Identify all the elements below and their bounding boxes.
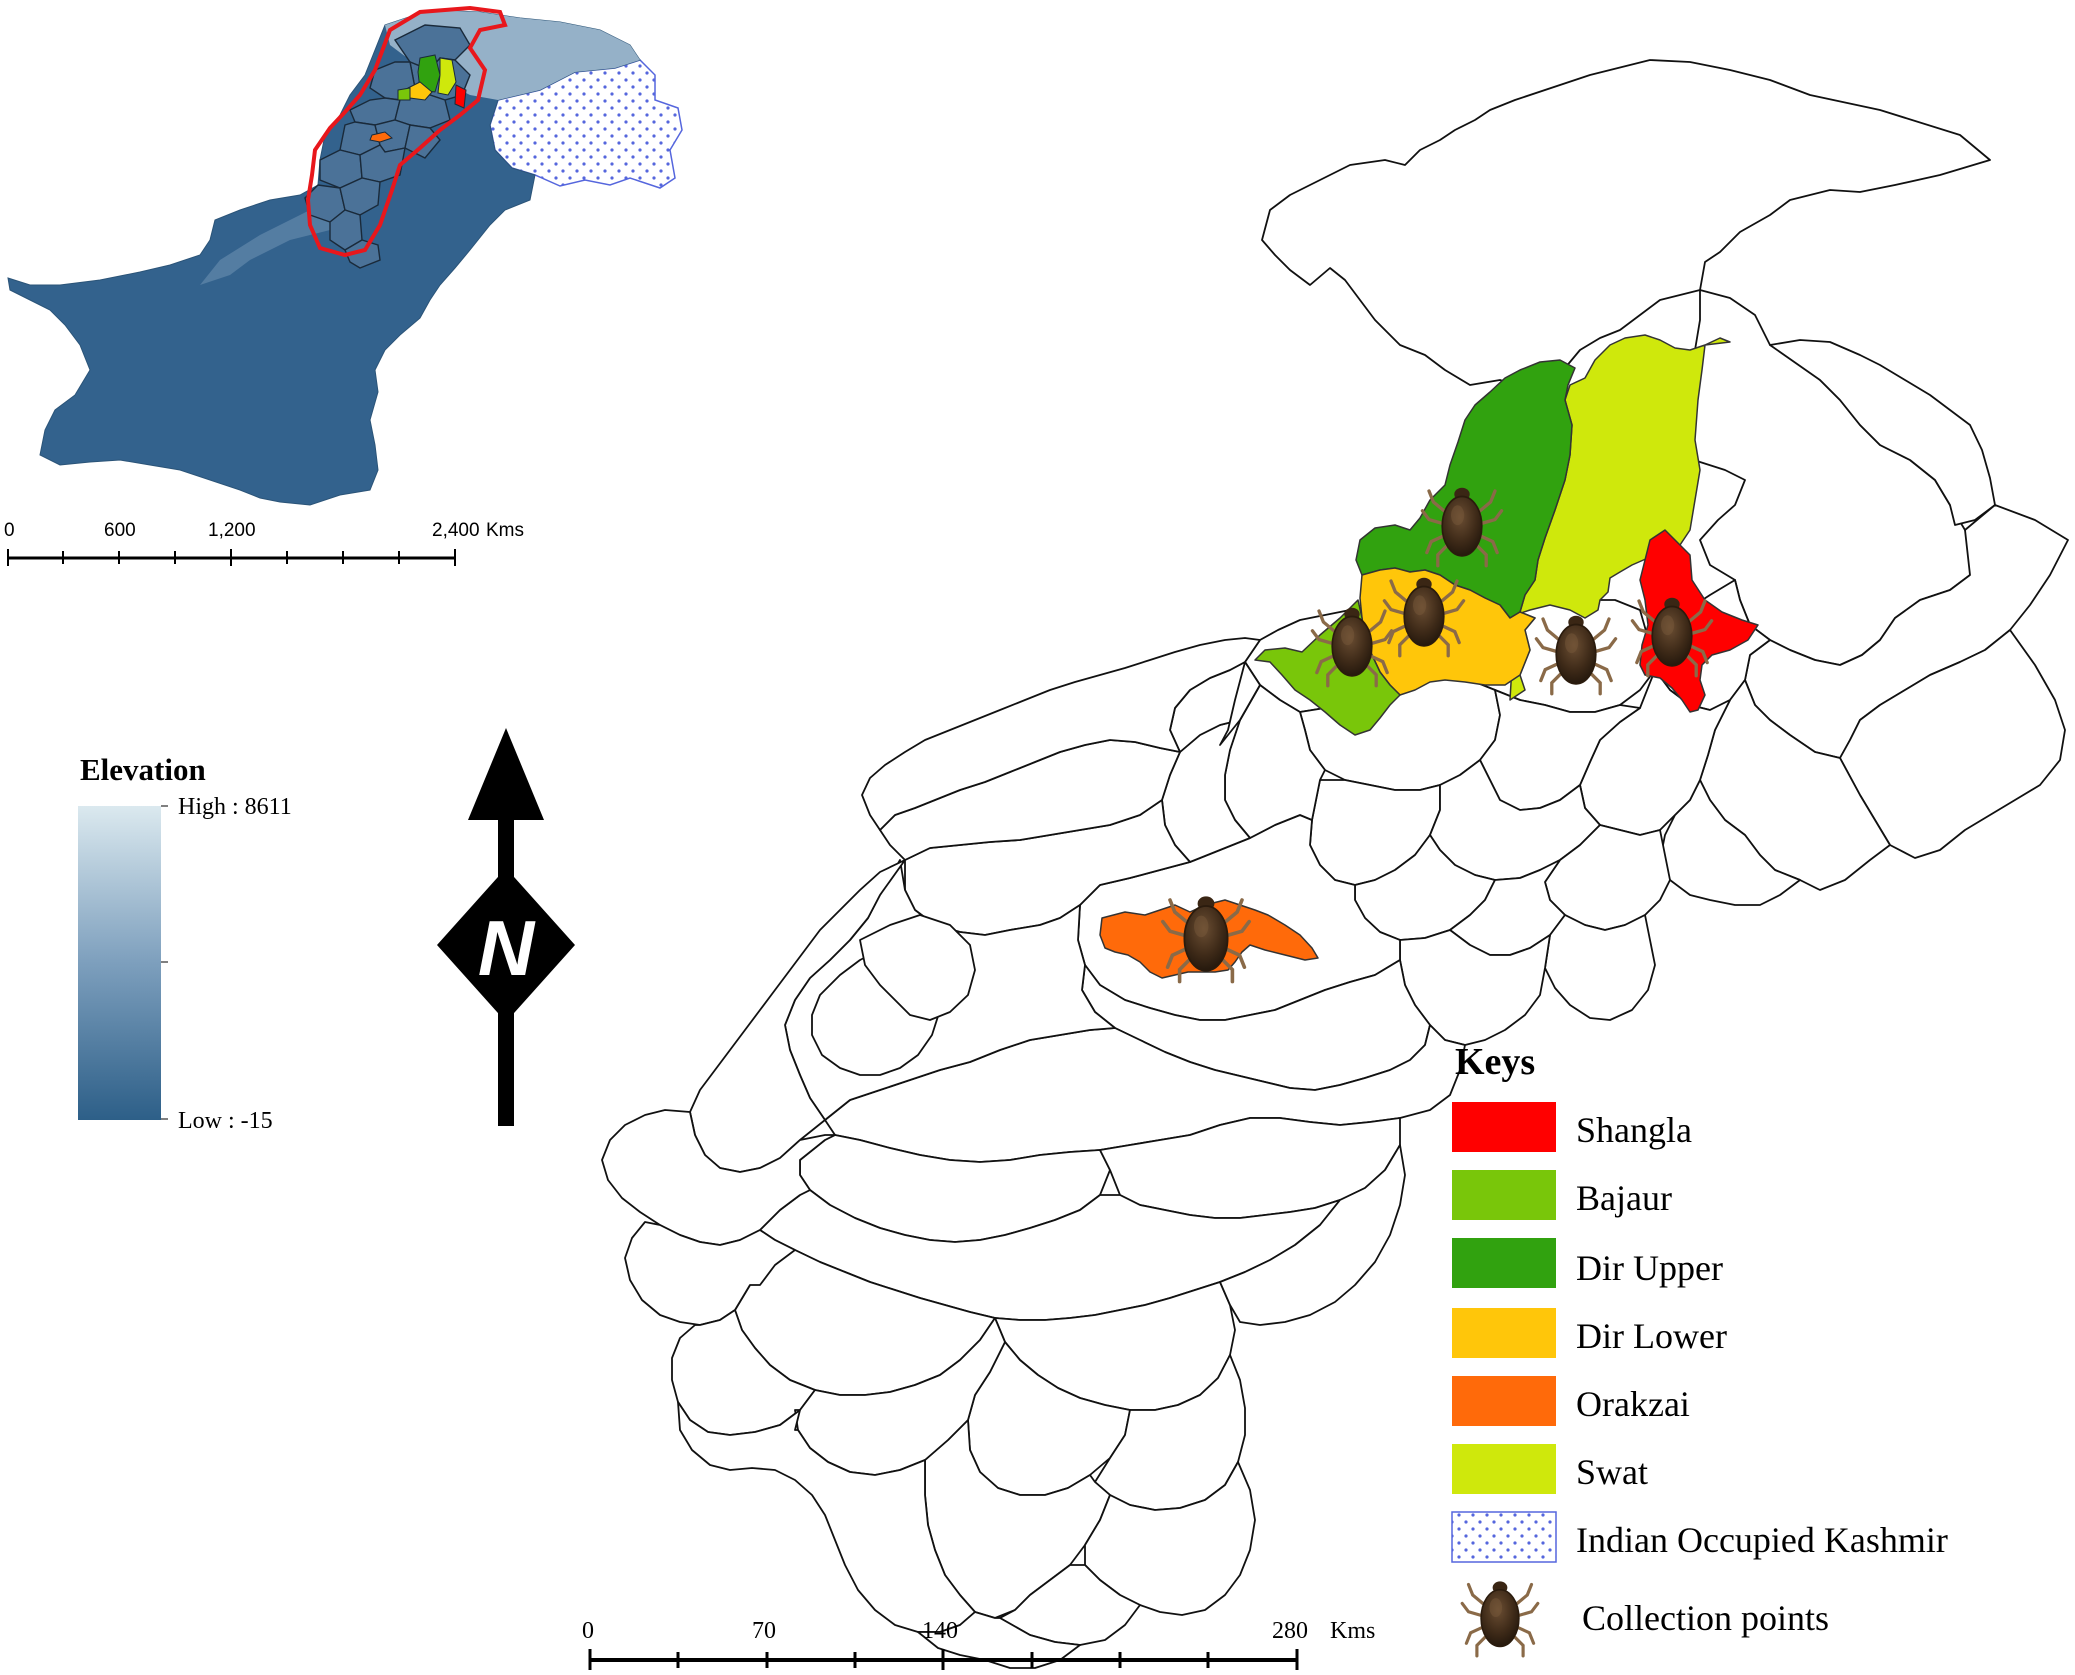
inset-pakistan-elevation [7,9,641,506]
key-label-kashmir: Indian Occupied Kashmir [1576,1520,1948,1560]
key-swatch-dir-lower [1452,1308,1556,1358]
elevation-legend: Elevation High : 8611 Low : -15 [78,752,292,1134]
key-label-orakzai: Orakzai [1576,1384,1690,1424]
main-scale-tick-0: 0 [582,1618,594,1644]
main-scale-tick-1: 70 [752,1618,776,1644]
north-arrow: N [437,728,575,1126]
keys-legend-title: Keys [1455,1041,1535,1083]
main-scale-tick-2: 140 [922,1618,958,1644]
key-swatch-dir-upper [1452,1238,1556,1288]
elevation-gradient-bar [78,806,161,1120]
key-label-swat: Swat [1576,1452,1648,1492]
key-swatch-orakzai [1452,1376,1556,1426]
key-swatch-swat [1452,1444,1556,1494]
key-label-shangla: Shangla [1576,1110,1692,1150]
main-scale-unit: Kms [1330,1618,1375,1644]
inset-scale-tick-2: 1,200 [208,520,256,541]
elevation-low-label: Low : -15 [178,1108,273,1134]
inset-scale-tick-3: 2,400 [432,520,480,541]
main-scale-bar: 0 70 140 280 Kms [582,1618,1375,1670]
key-swatch-bajaur [1452,1170,1556,1220]
inset-kpk-districts [304,24,471,269]
key-label-dir-lower: Dir Lower [1576,1316,1727,1356]
inset-map [7,5,683,506]
inset-scale-unit: Kms [486,520,524,541]
key-collection-point-icon [1460,1579,1540,1658]
key-label-dir-upper: Dir Upper [1576,1248,1723,1288]
inset-study-area-outline [305,5,508,258]
kpk-main-map [601,59,2069,1669]
main-scale-tick-3: 280 [1272,1618,1308,1644]
key-swatch-shangla [1452,1102,1556,1152]
elevation-high-label: High : 8611 [178,794,292,820]
key-label-collection-points: Collection points [1582,1598,1829,1638]
elevation-legend-title: Elevation [80,752,206,787]
key-swatch-kashmir [1451,1511,1557,1563]
keys-legend: Keys Shangla Bajaur Dir Upper Dir Lower … [1451,1041,1948,1658]
inset-scale-tick-1: 600 [104,520,136,541]
inset-scale-bar: 0 600 1,200 2,400 Kms [4,520,524,566]
north-arrow-label: N [478,904,536,992]
inset-scale-tick-0: 0 [4,520,15,541]
key-label-bajaur: Bajaur [1576,1178,1672,1218]
